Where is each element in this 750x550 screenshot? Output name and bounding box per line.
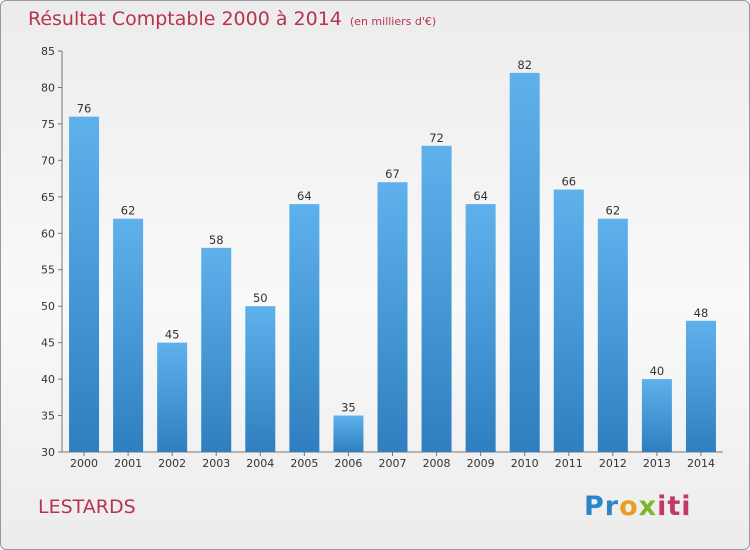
y-tick-label: 45 [41,337,55,350]
y-tick-label: 65 [41,191,55,204]
value-label-2006: 35 [341,401,356,415]
x-tick-label: 2009 [467,457,495,470]
bar-2004 [245,306,276,452]
bar-2011 [553,189,584,452]
value-label-2000: 76 [77,102,92,116]
x-tick-label: 2006 [334,457,362,470]
value-label-2013: 40 [650,364,665,378]
y-tick-label: 75 [41,118,55,131]
value-label-2004: 50 [253,291,268,305]
y-tick-label: 70 [41,154,55,167]
bar-2001 [113,218,144,452]
x-tick-label: 2003 [202,457,230,470]
value-label-2014: 48 [694,306,709,320]
chart-subtitle: (en milliers d'€) [349,15,437,28]
y-tick-label: 30 [41,446,55,459]
y-tick-label: 60 [41,227,55,240]
chart-title-text: Résultat Comptable 2000 à 2014 [28,8,342,30]
x-tick-label: 2000 [70,457,98,470]
bar-2006 [333,415,364,452]
chart-title: Résultat Comptable 2000 à 2014 (en millie… [28,8,436,30]
y-tick-label: 40 [41,373,55,386]
x-tick-label: 2010 [511,457,539,470]
logo-part-4: iti [657,491,692,522]
x-tick-label: 2013 [643,457,671,470]
logo-part-2: o [619,491,639,522]
chart-labels: 76 62 45 58 50 64 35 67 72 64 82 66 62 40 48 [77,58,709,415]
y-tick-label: 85 [41,45,55,58]
bar-2012 [597,218,628,452]
x-tick-label: 2011 [555,457,583,470]
bar-2014 [685,320,716,452]
bar-2008 [421,145,452,453]
logo-part-1: Pr [584,491,620,522]
y-tick-label: 35 [41,410,55,423]
bar-2000 [69,116,100,453]
y-tick-label: 50 [41,300,55,313]
value-label-2012: 62 [606,204,621,218]
x-tick-label: 2001 [114,457,142,470]
x-tick-label: 2008 [423,457,451,470]
chart-bars [69,72,716,453]
value-label-2007: 67 [385,167,400,181]
value-label-2009: 64 [473,189,488,203]
bar-2005 [289,204,320,452]
bar-2007 [377,182,408,452]
value-label-2008: 72 [429,131,444,145]
bar-2009 [465,204,496,452]
x-tick-label: 2004 [246,457,274,470]
bar-2003 [201,247,232,452]
value-label-2010: 82 [517,58,532,72]
x-tick-label: 2005 [290,457,318,470]
x-tick-label: 2014 [687,457,715,470]
y-tick-label: 80 [41,81,55,94]
logo-part-3: x [638,491,658,522]
value-label-2011: 66 [561,175,576,189]
bar-2002 [157,342,188,452]
value-label-2005: 64 [297,189,312,203]
x-tick-label: 2007 [379,457,407,470]
value-label-2003: 58 [209,233,224,247]
bar-2010 [509,72,540,452]
x-tick-label: 2002 [158,457,186,470]
proxiti-logo: Proxiti [584,491,692,522]
value-label-2002: 45 [165,328,180,342]
commune-name: LESTARDS [38,496,136,518]
value-label-2001: 62 [121,204,136,218]
bar-2013 [641,379,672,452]
x-tick-label: 2012 [599,457,627,470]
y-tick-label: 55 [41,264,55,277]
